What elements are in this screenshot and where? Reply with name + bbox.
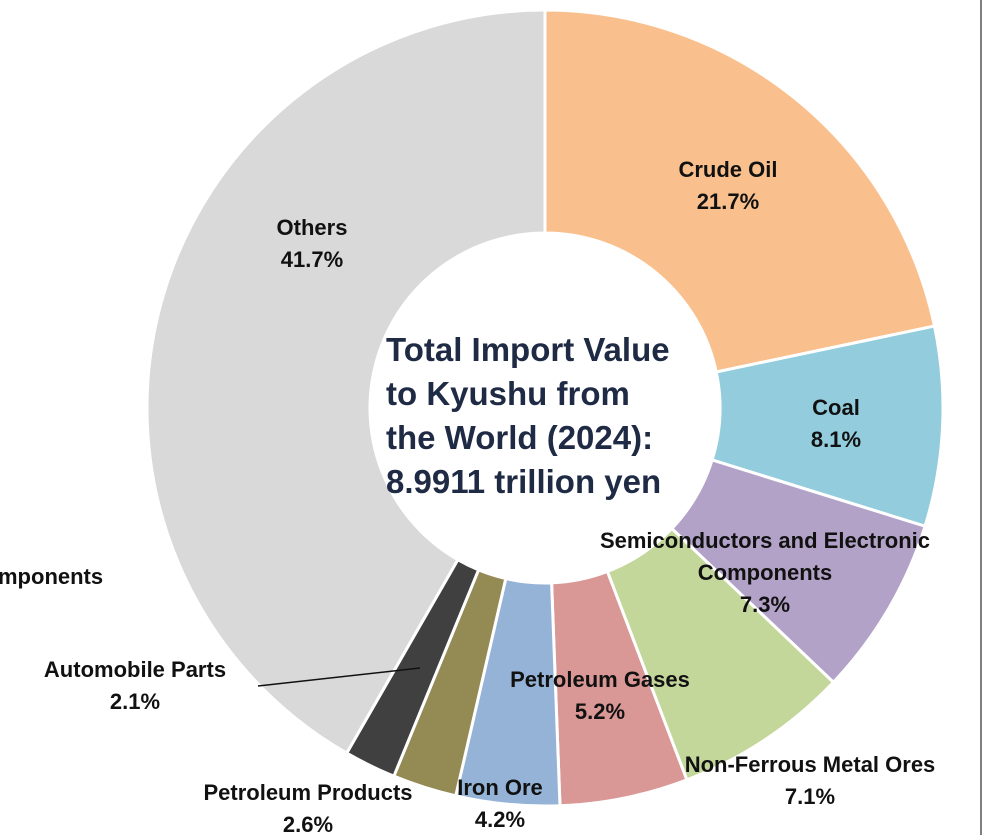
value-label: 41.7% <box>280 247 344 272</box>
value-label: 7.1% <box>784 784 836 809</box>
center-text: Total Import Value to Kyushu from the Worl… <box>386 331 670 500</box>
value-label: 2.1% <box>109 689 161 714</box>
category-name: Others <box>276 215 348 240</box>
annotation: mponents <box>0 564 103 589</box>
category-name: Coal <box>812 395 860 420</box>
slice-label: Others 41.7% <box>212 212 412 276</box>
center-line: Total Import Value <box>386 331 670 368</box>
category-name: Crude Oil <box>678 157 778 182</box>
slice-label: Petroleum Products 2.6% <box>158 777 458 835</box>
slice-label: Coal 8.1% <box>736 392 936 456</box>
category-name: Automobile Parts <box>43 657 227 682</box>
slice-label: Non-Ferrous Metal Ores 7.1% <box>640 749 980 813</box>
center-line: the World (2024): <box>386 419 653 456</box>
slice-label: Semiconductors and Electronic Components… <box>545 525 984 621</box>
value-label: 8.1% <box>810 427 862 452</box>
leader-line <box>257 667 421 687</box>
slices <box>145 8 945 808</box>
slice <box>543 8 937 374</box>
category-name: Semiconductors and Electronic Components <box>599 528 931 585</box>
slice-label: Automobile Parts 2.1% <box>5 654 265 718</box>
slice <box>145 8 547 756</box>
center-line: to Kyushu from <box>386 375 630 412</box>
value-label: 21.7% <box>696 189 760 214</box>
value-label: 4.2% <box>474 807 526 832</box>
value-label: 2.6% <box>282 812 334 835</box>
category-name: Iron Ore <box>457 775 543 800</box>
slice-label: Petroleum Gases 5.2% <box>470 664 730 728</box>
category-name: Petroleum Gases <box>510 667 690 692</box>
category-name: Non-Ferrous Metal Ores <box>684 752 936 777</box>
slice-label: Iron Ore 4.2% <box>420 772 580 835</box>
center-line: 8.9911 trillion yen <box>386 463 661 500</box>
slice-label: Crude Oil 21.7% <box>578 154 878 218</box>
value-label: 5.2% <box>574 699 626 724</box>
category-name: Petroleum Products <box>203 780 413 805</box>
value-label: 7.3% <box>739 592 791 617</box>
